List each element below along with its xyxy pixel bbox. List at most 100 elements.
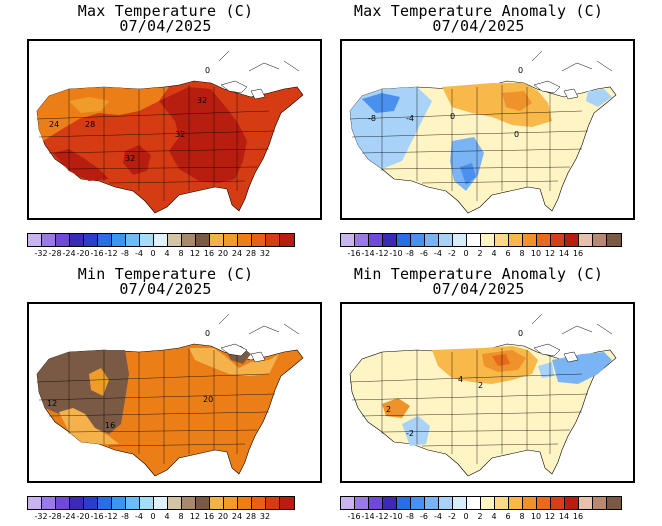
colorbar-tick-label: 8	[178, 249, 184, 258]
colorbar-tick-label: -6	[420, 512, 428, 521]
colorbar-tick-label: -12	[375, 512, 389, 521]
colorbar-tick-label: 24	[231, 512, 243, 521]
colorbar-tick-label: -12	[104, 512, 118, 521]
colorbar-swatch	[196, 497, 210, 509]
colorbar-swatch	[42, 497, 56, 509]
colorbar-tick-label: -24	[62, 249, 76, 258]
colorbar-tick-label: -8	[406, 249, 414, 258]
colorbar-swatch	[196, 234, 210, 246]
colorbar-tick-label: -24	[62, 512, 76, 521]
canada-lines	[531, 313, 613, 335]
colorbar-swatch	[126, 497, 140, 509]
colorbar-tick-label: 12	[189, 249, 201, 258]
colorbar-swatch	[98, 234, 112, 246]
colorbar-swatch	[509, 234, 523, 246]
map-min-temperature-anomaly: 4 2 -2 2 0	[340, 302, 635, 483]
colorbar-swatch	[84, 234, 98, 246]
colorbar-swatch	[607, 497, 621, 509]
panel-min-temperature: Min Temperature (C) 07/04/2025 12 20 16 …	[0, 263, 331, 526]
colorbar-tick-label: 14	[558, 249, 570, 258]
colorbar	[27, 233, 295, 247]
colorbar-swatch	[495, 497, 509, 509]
panel-max-temperature-anomaly: Max Temperature Anomaly (C) 07/04/2025 0…	[313, 0, 644, 263]
panel-date: 07/04/2025	[432, 17, 525, 35]
contour-label: 2	[478, 381, 483, 390]
colorbar-tick-label: 32	[259, 512, 271, 521]
colorbar-tick-label: -14	[361, 512, 375, 521]
contour-label: -4	[406, 114, 414, 123]
contour-label: 0	[205, 329, 210, 338]
colorbar-tick-label: 2	[477, 512, 483, 521]
colorbar-swatch	[266, 234, 280, 246]
colorbar-swatch	[84, 497, 98, 509]
panel-max-temperature: Max Temperature (C) 07/04/2025 32 24 28 …	[0, 0, 331, 263]
colorbar-swatch	[355, 497, 369, 509]
colorbar-tick-label: 8	[519, 512, 525, 521]
cool-zone	[450, 137, 484, 191]
hot-zone	[159, 87, 247, 183]
state-borders	[36, 348, 276, 464]
colorbar-tick-label: -4	[135, 512, 143, 521]
great-lakes	[220, 80, 266, 100]
colorbar-swatch	[565, 234, 579, 246]
cool-zone	[552, 352, 612, 384]
colorbar-tick-label: -4	[434, 512, 442, 521]
state-borders	[349, 85, 589, 201]
colorbar-tick-label: 12	[544, 512, 556, 521]
colorbar-tick-label: 28	[245, 512, 257, 521]
colorbar-swatch	[467, 497, 481, 509]
colorbar-swatch	[523, 497, 537, 509]
colorbar-swatch	[28, 234, 42, 246]
colorbar	[27, 496, 295, 510]
colorbar-swatch	[98, 497, 112, 509]
contour-label: 32	[125, 154, 135, 163]
map-min-temperature: 12 20 16 0	[27, 302, 322, 483]
colorbar-swatch	[509, 497, 523, 509]
colorbar-swatch	[252, 497, 266, 509]
colorbar-swatch	[369, 234, 383, 246]
colorbar-tick-label: -16	[347, 512, 361, 521]
colorbar-ticks: -16 -14 -12 -10 -8 -6 -4 -2 0 2 4 6 8 10 12 14 16	[340, 249, 638, 259]
colorbar-tick-label: 4	[164, 512, 170, 521]
warm-zone	[502, 91, 532, 111]
map-max-temperature-anomaly: 0 -8 -4 0 0	[340, 39, 635, 220]
colorbar-swatch	[238, 497, 252, 509]
cold-zone	[362, 93, 400, 113]
state-borders	[349, 348, 589, 464]
colorbar-tick-label: 28	[245, 249, 257, 258]
colorbar-tick-label: 16	[203, 249, 215, 258]
colorbar-tick-label: 16	[572, 249, 584, 258]
colorbar-tick-label: 6	[505, 512, 511, 521]
colorbar-tick-label: 4	[491, 249, 497, 258]
colorbar-swatch	[579, 497, 593, 509]
colorbar-tick-label: 4	[491, 512, 497, 521]
colorbar-swatch	[537, 497, 551, 509]
colorbar-tick-label: -4	[135, 249, 143, 258]
colorbar-tick-label: 20	[217, 249, 229, 258]
colorbar-tick-label: -20	[76, 512, 90, 521]
colorbar-ticks: -16 -14 -12 -10 -8 -6 -4 -2 0 2 4 6 8 10 12 14 16	[340, 512, 638, 522]
contour-label: -8	[368, 114, 376, 123]
colorbar-tick-label: -10	[389, 249, 403, 258]
colorbar-swatch	[140, 497, 154, 509]
warm-zone	[382, 398, 410, 418]
great-lakes	[533, 80, 579, 100]
colorbar-swatch	[495, 234, 509, 246]
colorbar-tick-label: -8	[121, 512, 129, 521]
colorbar-swatch	[439, 234, 453, 246]
colorbar-swatch	[126, 234, 140, 246]
colorbar-tick-label: -16	[347, 249, 361, 258]
colorbar-swatch	[411, 497, 425, 509]
colorbar-swatch	[210, 234, 224, 246]
great-lakes	[220, 343, 266, 363]
colorbar-tick-label: -8	[406, 512, 414, 521]
contour-label: 28	[85, 120, 95, 129]
colorbar-tick-label: 0	[463, 512, 469, 521]
colorbar	[340, 233, 622, 247]
panel-date: 07/04/2025	[432, 280, 525, 298]
colorbar	[340, 496, 622, 510]
colorbar-swatch	[481, 234, 495, 246]
colorbar-tick-label: -16	[90, 249, 104, 258]
colorbar-swatch	[565, 497, 579, 509]
map-max-temperature: 32 24 28 32 32 0	[27, 39, 322, 220]
